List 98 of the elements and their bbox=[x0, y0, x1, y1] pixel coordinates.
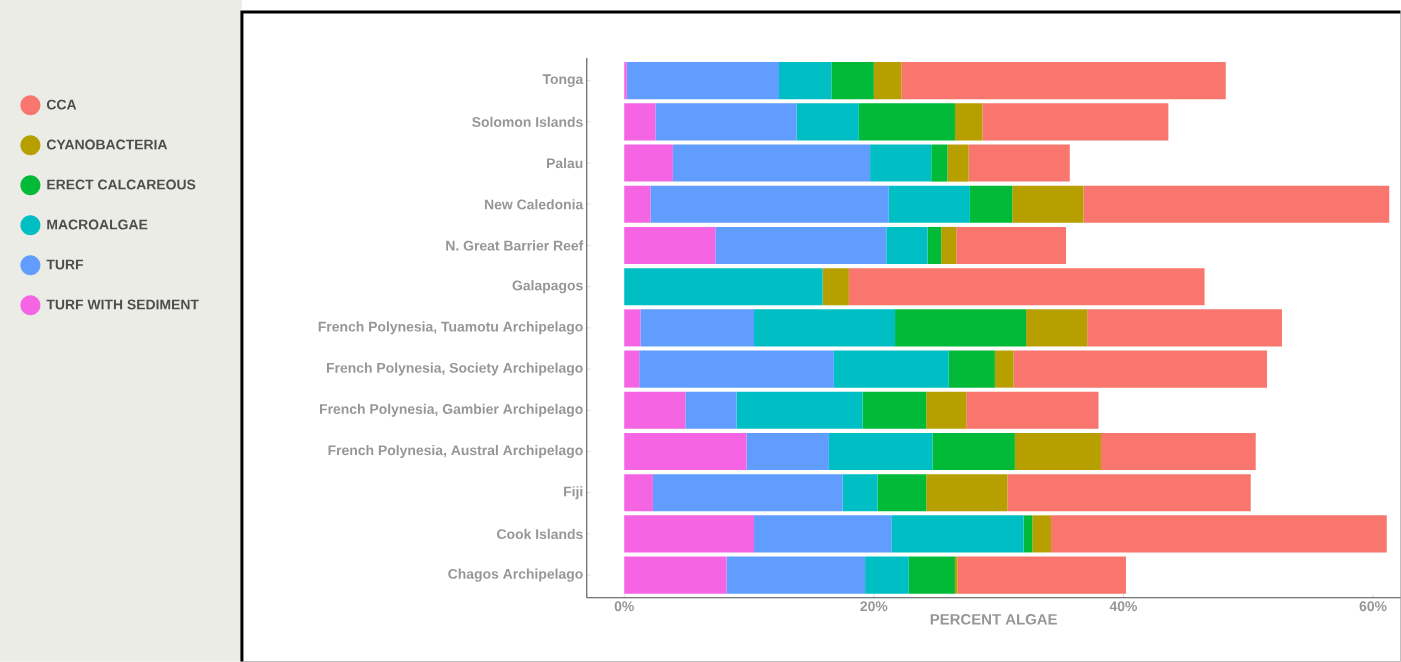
bar bbox=[870, 144, 932, 182]
y-tick-label: French Polynesia, Society Archipelago bbox=[326, 362, 583, 376]
bar bbox=[932, 433, 1015, 471]
y-tick-label: Tonga bbox=[542, 74, 584, 88]
bar bbox=[926, 474, 1008, 512]
bar bbox=[624, 185, 651, 223]
bar bbox=[895, 309, 1027, 347]
y-tick-label: French Polynesia, Austral Archipelago bbox=[328, 445, 583, 459]
legend-label: TURF WITH SEDIMENT bbox=[46, 299, 199, 310]
bar bbox=[848, 268, 1205, 306]
legend-label: MACROALGAE bbox=[47, 219, 148, 230]
bar bbox=[947, 144, 969, 182]
bar bbox=[778, 62, 832, 100]
bar bbox=[624, 391, 686, 429]
bar bbox=[624, 350, 640, 388]
y-tick-label: Galapagos bbox=[512, 280, 583, 294]
bar bbox=[957, 556, 1126, 594]
bar bbox=[891, 515, 1024, 553]
bar bbox=[927, 227, 942, 265]
y-tick-label: Palau bbox=[547, 158, 583, 169]
bar bbox=[926, 391, 967, 429]
bar bbox=[672, 144, 871, 182]
bar bbox=[1013, 350, 1267, 388]
bar bbox=[624, 227, 716, 265]
legend-label: CCA bbox=[46, 99, 77, 110]
bar bbox=[754, 309, 896, 347]
x-tick-label: 40% bbox=[1109, 601, 1138, 612]
bar bbox=[1083, 185, 1390, 223]
bar bbox=[886, 227, 928, 265]
bar bbox=[865, 556, 909, 594]
bar bbox=[982, 103, 1169, 141]
y-tick-label: Cook Islands bbox=[497, 528, 583, 540]
bar bbox=[1032, 515, 1052, 553]
bar bbox=[1051, 515, 1387, 553]
bar bbox=[888, 185, 970, 223]
legend-label: TURF bbox=[46, 259, 84, 270]
bar bbox=[624, 103, 656, 141]
bar bbox=[873, 62, 902, 100]
x-axis-title: PERCENT ALGAE bbox=[930, 614, 1057, 625]
bar bbox=[650, 185, 889, 223]
y-tick-label: French Polynesia, Gambier Archipelago bbox=[320, 403, 583, 417]
bar bbox=[624, 515, 755, 553]
bar bbox=[1014, 433, 1101, 471]
y-tick-label: Fiji bbox=[564, 486, 583, 500]
y-tick-label: New Caledonia bbox=[485, 199, 584, 210]
bar bbox=[931, 144, 948, 182]
bar bbox=[822, 268, 849, 306]
y-tick-label: Chagos Archipelago bbox=[448, 568, 583, 582]
bar bbox=[877, 474, 927, 512]
bar bbox=[624, 268, 823, 306]
x-tick-label: 60% bbox=[1359, 601, 1387, 612]
bar bbox=[994, 350, 1014, 388]
bar bbox=[626, 62, 779, 100]
bar bbox=[685, 391, 737, 429]
bar bbox=[968, 144, 1070, 182]
bar bbox=[624, 309, 641, 347]
bar bbox=[833, 350, 949, 388]
bar bbox=[969, 185, 1013, 223]
bar bbox=[948, 350, 995, 388]
y-tick-label: French Polynesia, Tuamotu Archipelago bbox=[318, 321, 583, 335]
bar bbox=[746, 433, 829, 471]
bar bbox=[624, 474, 653, 512]
bar bbox=[842, 474, 878, 512]
bar bbox=[828, 433, 933, 471]
bar bbox=[1012, 185, 1084, 223]
bar bbox=[956, 227, 1067, 265]
legend-label: ERECT CALCAREOUS bbox=[47, 179, 196, 190]
bar bbox=[754, 515, 892, 553]
legend-label: CYANOBACTERIA bbox=[46, 139, 168, 150]
bar bbox=[1087, 309, 1282, 347]
bar bbox=[1007, 474, 1251, 512]
bar bbox=[715, 227, 887, 265]
bar bbox=[862, 391, 927, 429]
bar bbox=[655, 103, 797, 141]
bar bbox=[1026, 309, 1088, 347]
bar bbox=[908, 556, 955, 594]
bar bbox=[624, 556, 727, 594]
bar bbox=[639, 350, 834, 388]
x-tick-label: 20% bbox=[860, 601, 888, 612]
bar bbox=[966, 391, 1099, 429]
bar bbox=[640, 309, 755, 347]
bar bbox=[652, 474, 843, 512]
bar bbox=[858, 103, 955, 141]
bar bbox=[941, 227, 957, 265]
bar bbox=[736, 391, 863, 429]
bar bbox=[624, 62, 627, 100]
y-tick-label: N. Great Barrier Reef bbox=[446, 240, 584, 251]
bar bbox=[831, 62, 874, 100]
bar bbox=[1023, 515, 1033, 553]
bar bbox=[624, 433, 747, 471]
x-tick-label: 0% bbox=[614, 601, 634, 612]
bar bbox=[954, 103, 983, 141]
bar bbox=[1100, 433, 1256, 471]
y-tick-label: Solomon Islands bbox=[472, 116, 583, 128]
bar bbox=[726, 556, 866, 594]
bar bbox=[624, 144, 673, 182]
bar bbox=[796, 103, 859, 141]
bar bbox=[901, 62, 1226, 100]
